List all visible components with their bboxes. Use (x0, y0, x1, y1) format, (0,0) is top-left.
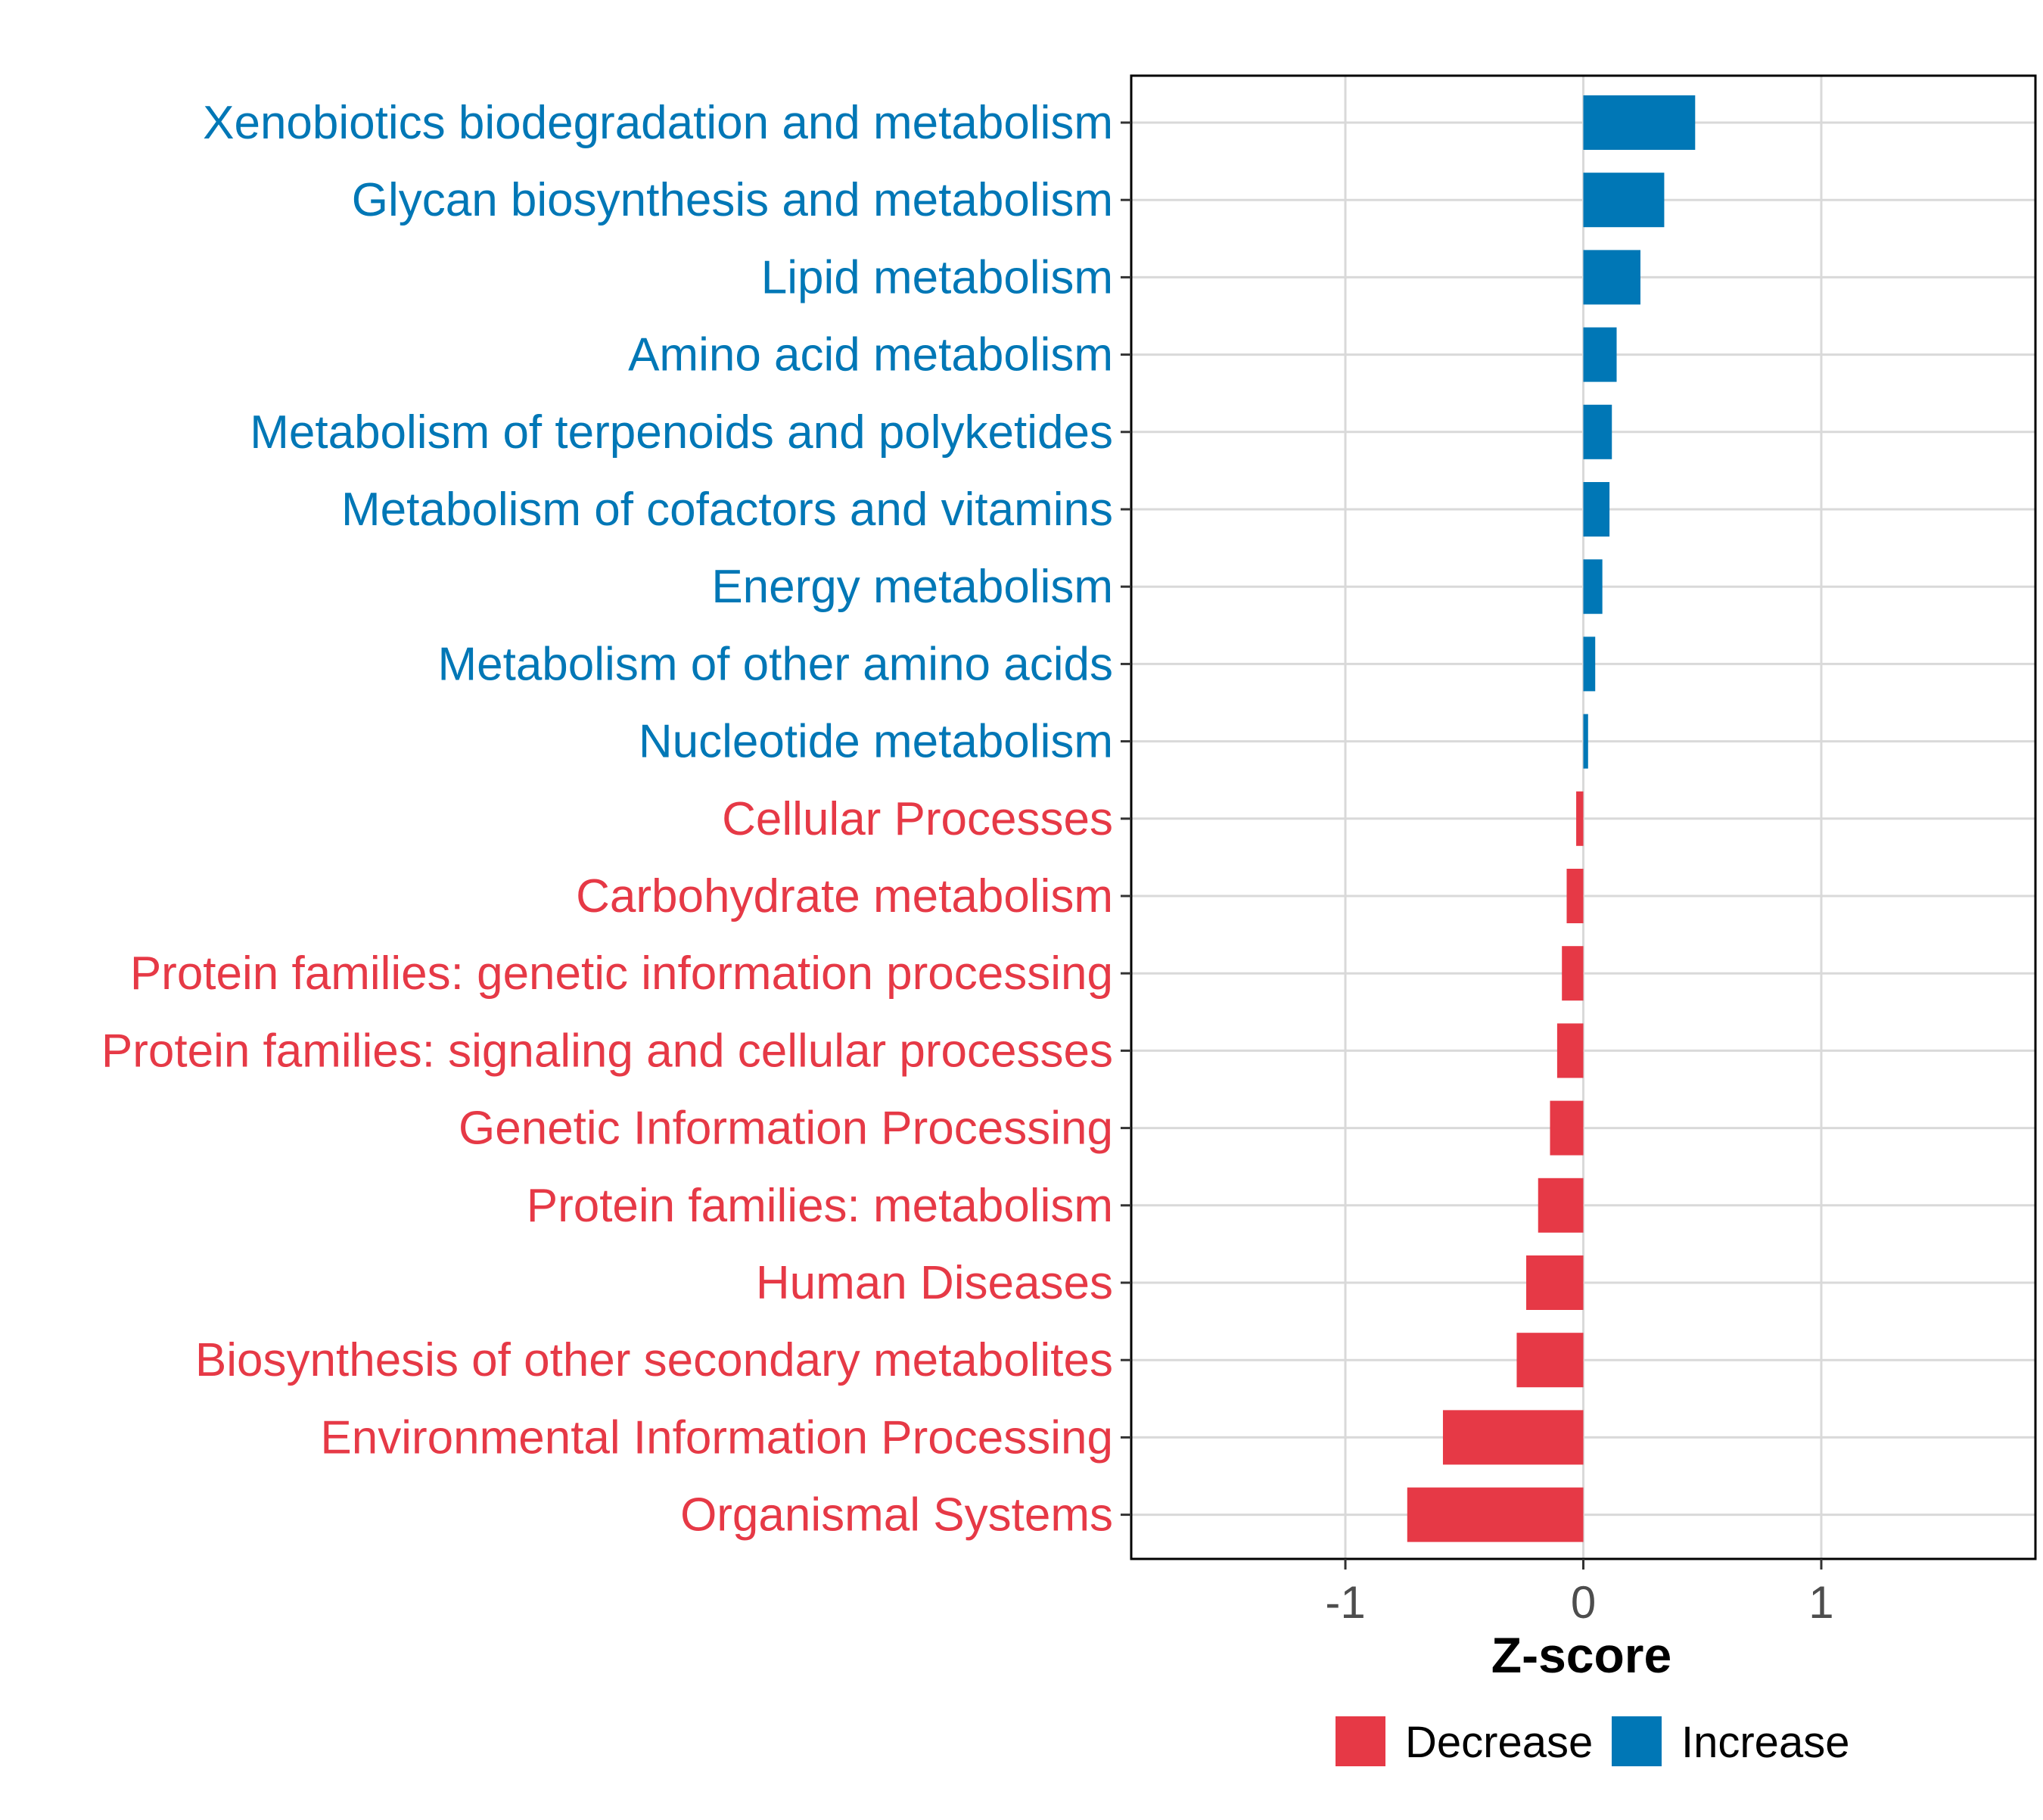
bar-10 (1566, 869, 1584, 923)
bar-13 (1550, 1100, 1584, 1156)
bar-1 (1583, 173, 1665, 228)
bar-4 (1583, 404, 1612, 459)
category-label-18: Organismal Systems (680, 1489, 1113, 1542)
bar-5 (1583, 482, 1610, 537)
category-label-3: Amino acid metabolism (628, 329, 1113, 381)
bar-0 (1583, 95, 1696, 150)
bar-16 (1516, 1333, 1584, 1388)
category-label-12: Protein families: signaling and cellular… (101, 1025, 1113, 1077)
bar-8 (1583, 714, 1588, 769)
category-label-1: Glycan biosynthesis and metabolism (352, 174, 1113, 226)
category-label-16: Biosynthesis of other secondary metaboli… (195, 1334, 1113, 1386)
category-label-13: Genetic Information Processing (459, 1103, 1113, 1155)
legend-swatch-increase (1612, 1716, 1662, 1766)
bar-18 (1407, 1487, 1584, 1542)
bar-9 (1576, 791, 1584, 846)
category-label-9: Cellular Processes (722, 793, 1113, 845)
category-label-2: Lipid metabolism (761, 251, 1113, 303)
category-label-14: Protein families: metabolism (527, 1180, 1113, 1232)
legend-swatch-decrease (1336, 1716, 1385, 1766)
legend: Decrease Increase (1336, 1716, 1849, 1767)
category-label-17: Environmental Information Processing (320, 1411, 1113, 1464)
bar-17 (1442, 1410, 1584, 1465)
category-label-4: Metabolism of terpenoids and polyketides (250, 406, 1113, 459)
category-label-6: Energy metabolism (711, 561, 1113, 613)
bar-6 (1583, 559, 1603, 614)
x-tick-label-1: 0 (1571, 1577, 1596, 1628)
bar-7 (1583, 636, 1596, 692)
legend-label-decrease: Decrease (1405, 1718, 1593, 1767)
x-axis-title: Z-score (1491, 1627, 1671, 1683)
bar-3 (1583, 327, 1617, 382)
bar-15 (1526, 1255, 1584, 1310)
category-label-0: Xenobiotics biodegradation and metabolis… (203, 97, 1113, 149)
x-tick-label-0: -1 (1325, 1577, 1365, 1628)
category-label-7: Metabolism of other amino acids (437, 638, 1113, 690)
category-label-11: Protein families: genetic information pr… (130, 947, 1113, 1000)
category-label-8: Nucleotide metabolism (639, 716, 1113, 768)
bar-12 (1556, 1023, 1584, 1078)
bar-2 (1583, 250, 1640, 305)
category-labels: Xenobiotics biodegradation and metabolis… (101, 97, 1113, 1542)
bar-11 (1562, 946, 1584, 1001)
bars-layer (1407, 95, 1696, 1542)
category-label-10: Carbohydrate metabolism (576, 870, 1113, 922)
category-label-15: Human Diseases (756, 1257, 1113, 1309)
x-tick-label-2: 1 (1808, 1577, 1833, 1628)
x-axis-ticks: -1 0 1 (1325, 1559, 1834, 1628)
bar-14 (1538, 1178, 1584, 1233)
category-label-5: Metabolism of cofactors and vitamins (341, 484, 1113, 536)
legend-label-increase: Increase (1681, 1718, 1849, 1767)
y-tick-marks (1121, 121, 1131, 1517)
